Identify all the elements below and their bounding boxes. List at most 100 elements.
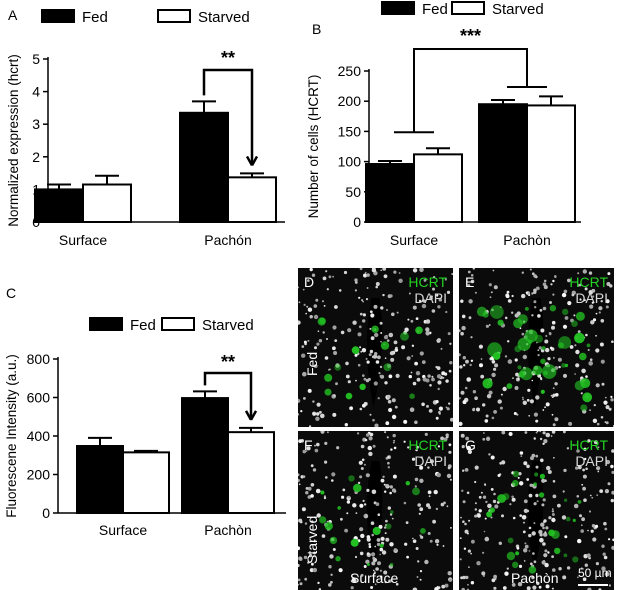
dapi-nucleus	[427, 490, 432, 495]
dapi-nucleus	[415, 547, 419, 550]
dapi-nucleus	[539, 437, 543, 441]
dapi-nucleus	[373, 304, 378, 309]
dapi-nucleus	[384, 490, 387, 493]
dapi-nucleus	[388, 332, 394, 338]
hcrt-signal	[579, 352, 587, 361]
dapi-nucleus	[336, 446, 340, 450]
dapi-nucleus	[326, 338, 328, 340]
dapi-nucleus	[522, 354, 527, 360]
dapi-nucleus	[542, 498, 546, 502]
dapi-nucleus	[468, 519, 471, 522]
dapi-nucleus	[360, 533, 365, 539]
dapi-nucleus	[551, 325, 555, 330]
dapi-nucleus	[447, 332, 451, 336]
dapi-nucleus	[391, 517, 394, 520]
dapi-nucleus	[377, 397, 380, 400]
significance-stars: **	[221, 48, 235, 68]
dapi-nucleus	[347, 328, 352, 333]
dapi-nucleus	[391, 488, 396, 493]
dapi-nucleus	[550, 283, 553, 286]
dapi-nucleus	[463, 547, 467, 550]
dapi-nucleus	[467, 284, 471, 287]
dapi-nucleus	[589, 409, 591, 412]
dapi-nucleus	[482, 437, 486, 441]
dapi-nucleus	[310, 483, 315, 487]
dapi-nucleus	[325, 270, 328, 273]
dapi-nucleus	[384, 431, 387, 434]
dapi-nucleus	[600, 319, 605, 323]
y-axis-label: Normalized expression (hcrt)	[6, 54, 21, 227]
dapi-nucleus	[371, 489, 377, 495]
dapi-nucleus	[533, 290, 537, 294]
dapi-nucleus	[581, 483, 584, 486]
dapi-nucleus	[531, 314, 534, 317]
panel-a-content: AFedStarved012345Normalized expression (…	[6, 7, 285, 248]
dapi-nucleus	[554, 417, 559, 422]
dapi-nucleus	[551, 320, 556, 325]
dapi-nucleus	[332, 346, 336, 351]
dapi-nucleus	[359, 475, 363, 479]
dapi-nucleus	[379, 569, 382, 572]
dapi-nucleus	[460, 576, 463, 580]
dapi-nucleus	[362, 319, 366, 323]
hcrt-signal	[517, 314, 528, 325]
dapi-nucleus	[509, 503, 512, 506]
hcrt-signal	[575, 311, 585, 321]
dapi-nucleus	[460, 390, 465, 395]
dapi-nucleus	[539, 431, 542, 433]
dapi-nucleus	[352, 320, 357, 325]
hcrt-signal	[319, 516, 327, 524]
dapi-nucleus	[324, 356, 329, 360]
dapi-nucleus	[601, 566, 606, 571]
dapi-nucleus	[552, 356, 555, 359]
dapi-nucleus	[365, 559, 370, 564]
dapi-nucleus	[298, 546, 300, 551]
dapi-nucleus	[497, 474, 501, 477]
dapi-nucleus	[448, 369, 452, 373]
bar-fed	[365, 163, 415, 224]
hcrt-signal	[348, 475, 355, 482]
hcrt-signal	[383, 363, 392, 372]
y-tick-label: 200	[27, 467, 51, 483]
dapi-nucleus	[571, 293, 575, 297]
dapi-nucleus	[396, 311, 399, 314]
hcrt-signal	[534, 334, 543, 343]
dapi-nucleus	[540, 522, 545, 527]
dapi-nucleus	[373, 571, 376, 574]
dapi-nucleus	[462, 469, 465, 472]
dapi-nucleus	[562, 324, 568, 329]
dapi-nucleus	[595, 383, 600, 388]
hcrt-signal	[562, 308, 569, 316]
bar-starved	[122, 451, 170, 514]
dapi-nucleus	[470, 279, 475, 284]
dapi-nucleus	[412, 381, 417, 386]
dapi-nucleus	[385, 519, 388, 523]
dapi-nucleus	[472, 390, 477, 394]
dapi-nucleus	[562, 575, 567, 580]
dapi-nucleus	[523, 548, 528, 553]
legend-swatch	[381, 1, 415, 15]
dapi-nucleus	[532, 552, 535, 555]
x-tick-label: Pachón	[204, 232, 251, 248]
dapi-nucleus	[592, 418, 598, 423]
dapi-nucleus	[441, 584, 446, 589]
dapi-nucleus	[543, 553, 548, 558]
hcrt-label: HCRT	[569, 274, 608, 290]
bar-fed	[179, 111, 229, 223]
hcrt-signal	[482, 378, 493, 389]
dapi-nucleus	[474, 502, 477, 505]
dapi-nucleus	[380, 332, 383, 334]
dapi-nucleus	[305, 312, 307, 315]
dapi-nucleus	[307, 388, 312, 393]
dapi-nucleus	[547, 551, 550, 554]
dapi-nucleus	[507, 340, 510, 343]
dapi-nucleus	[485, 500, 488, 504]
dapi-nucleus	[533, 300, 537, 304]
dapi-nucleus	[526, 478, 530, 481]
dapi-nucleus	[324, 460, 328, 464]
dapi-nucleus	[542, 409, 545, 411]
dapi-nucleus	[485, 414, 489, 418]
dapi-nucleus	[561, 515, 567, 520]
dapi-nucleus	[535, 454, 539, 458]
dapi-nucleus	[313, 539, 316, 541]
